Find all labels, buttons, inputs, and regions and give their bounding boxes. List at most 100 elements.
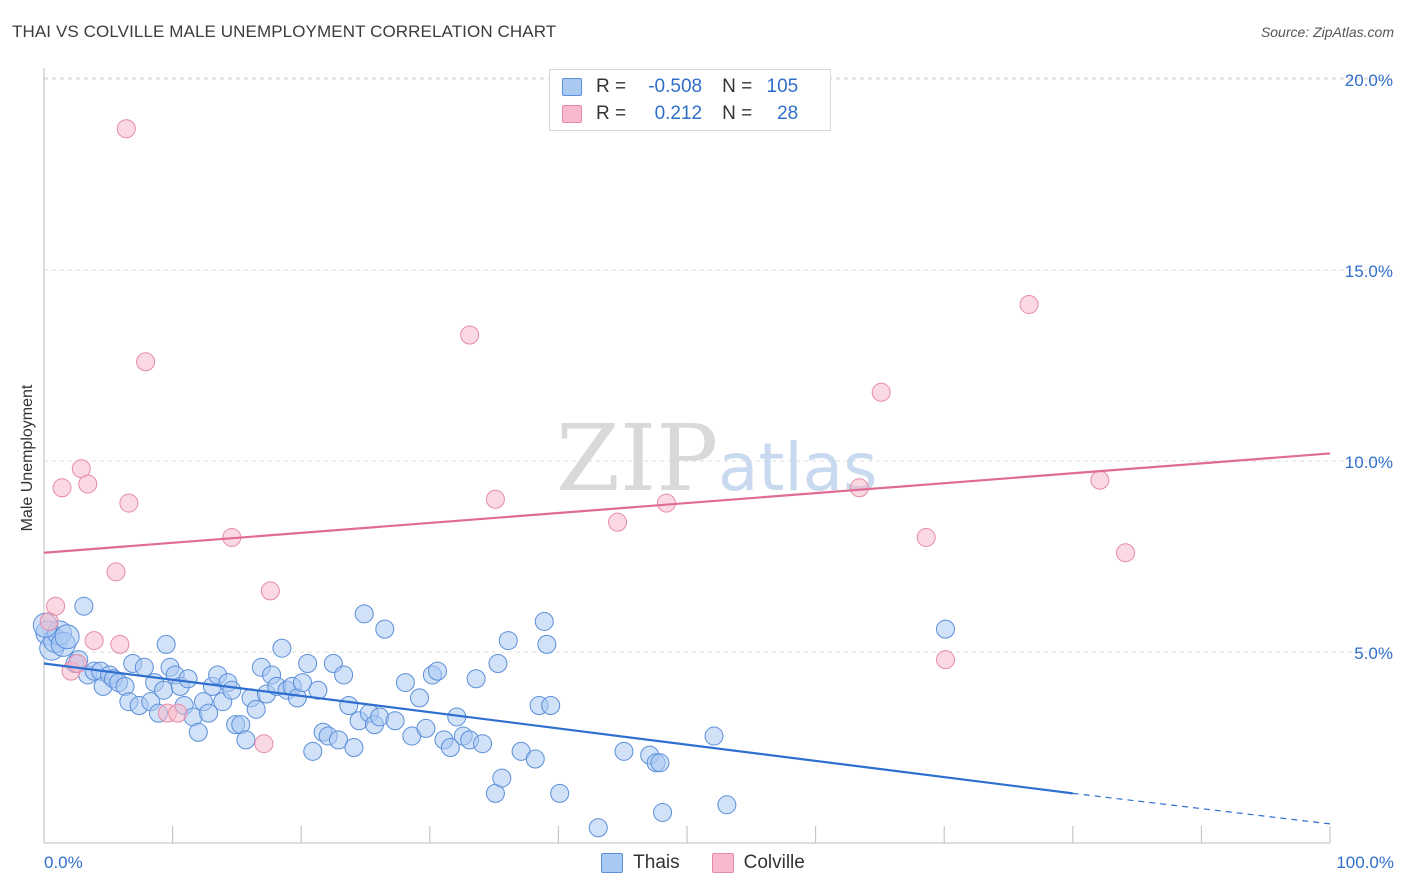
colville-point (106, 562, 126, 582)
thais-point (334, 665, 354, 685)
legend-r-value: -0.508 (648, 76, 703, 97)
colville-point (46, 596, 66, 616)
thais-point (416, 718, 436, 738)
colville-point (1116, 543, 1136, 563)
colville-point (1019, 294, 1039, 314)
thais-point (156, 634, 176, 654)
colville-point (110, 634, 130, 654)
thais-point (298, 653, 318, 673)
series-label-thais: Thais (633, 852, 680, 873)
colville-point (916, 527, 936, 547)
colville-point (260, 581, 280, 601)
thais-point (344, 738, 364, 758)
colville-point (608, 512, 628, 532)
thais-point (541, 695, 561, 715)
legend-n-label: N = (722, 76, 753, 97)
thais-trend-extension (1072, 792, 1331, 825)
watermark: ZIP atlas (556, 405, 878, 512)
legend-row-thais: R = -0.508 N = 105 (562, 76, 798, 98)
thais-point (134, 657, 154, 677)
x-tick-max: 100.0% (1336, 853, 1394, 872)
thais-point (525, 749, 545, 769)
thais-point (614, 741, 634, 761)
thais-point (550, 783, 570, 803)
thais-point (473, 734, 493, 754)
thais-point (236, 730, 256, 750)
x-tick-min: 0.0% (44, 853, 83, 872)
trend-lines (43, 452, 1331, 825)
stats-legend: R = -0.508 N = 105 R = 0.212 N = 28 (549, 69, 831, 131)
series-legend-thais: Thais (601, 852, 680, 874)
legend-n-value: 105 (766, 76, 799, 97)
thais-point (395, 673, 415, 693)
axes (43, 68, 1331, 844)
thais-point (650, 753, 670, 773)
colville-point (136, 352, 156, 372)
thais-point (199, 703, 219, 723)
thais-point (704, 726, 724, 746)
thais-point (246, 699, 266, 719)
thais-point (188, 722, 208, 742)
thais-point (498, 631, 518, 651)
thais-point (935, 619, 955, 639)
legend-r-value: 0.212 (654, 103, 703, 124)
series-label-colville: Colville (743, 852, 805, 873)
thais-point (492, 768, 512, 788)
y-tick-label: 15.0% (1345, 262, 1393, 281)
series-legend: Thais Colville (0, 852, 1406, 874)
series-swatch-colville (711, 853, 734, 873)
legend-n-value: 28 (777, 103, 799, 124)
thais-point (440, 738, 460, 758)
thais-trend-line (43, 662, 1073, 795)
thais-point (339, 695, 359, 715)
thais-point (178, 669, 198, 689)
colville-point (254, 734, 274, 754)
thais-point (534, 611, 554, 631)
colville-point (67, 653, 87, 673)
grid-lines (44, 77, 1395, 653)
y-tick-label: 10.0% (1345, 453, 1393, 472)
legend-swatch-colville (562, 105, 582, 123)
watermark-atlas: atlas (718, 429, 878, 506)
chart-title: THAI VS COLVILLE MALE UNEMPLOYMENT CORRE… (12, 22, 557, 41)
thais-point (466, 669, 486, 689)
thais-point (272, 638, 292, 658)
thais-point (385, 711, 405, 731)
colville-point (84, 631, 104, 651)
colville-point (935, 650, 955, 670)
thais-point (54, 624, 80, 650)
thais-point (717, 795, 737, 815)
thais-point (303, 741, 323, 761)
thais-point (292, 673, 312, 693)
y-tick-label: 20.0% (1345, 71, 1393, 90)
colville-point (485, 489, 505, 509)
thais-point (308, 680, 328, 700)
thais-point (328, 730, 348, 750)
thais-point (653, 802, 673, 822)
thais-point (154, 680, 174, 700)
y-tick-labels: 5.0% 10.0% 15.0% 20.0% (1345, 71, 1393, 663)
colville-point (119, 493, 139, 513)
legend-r-label: R = (596, 76, 627, 97)
thais-point (74, 596, 94, 616)
colville-point (871, 382, 891, 402)
colville-point (1090, 470, 1110, 490)
colville-point (168, 703, 188, 723)
colville-point (460, 325, 480, 345)
thais-point (428, 661, 448, 681)
thais-point (537, 634, 557, 654)
legend-n-label: N = (722, 103, 753, 124)
series-swatch-thais (601, 853, 624, 873)
source-label: Source: ZipAtlas.com (1260, 24, 1394, 40)
colville-point (116, 119, 136, 139)
legend-swatch-thais (562, 78, 582, 96)
colville-point (52, 478, 72, 498)
colville-point (849, 478, 869, 498)
thais-point (354, 604, 374, 624)
thais-point (375, 619, 395, 639)
thais-point (222, 680, 242, 700)
colville-trend-line (43, 452, 1331, 554)
thais-point (588, 818, 608, 838)
y-tick-label: 5.0% (1354, 644, 1393, 663)
